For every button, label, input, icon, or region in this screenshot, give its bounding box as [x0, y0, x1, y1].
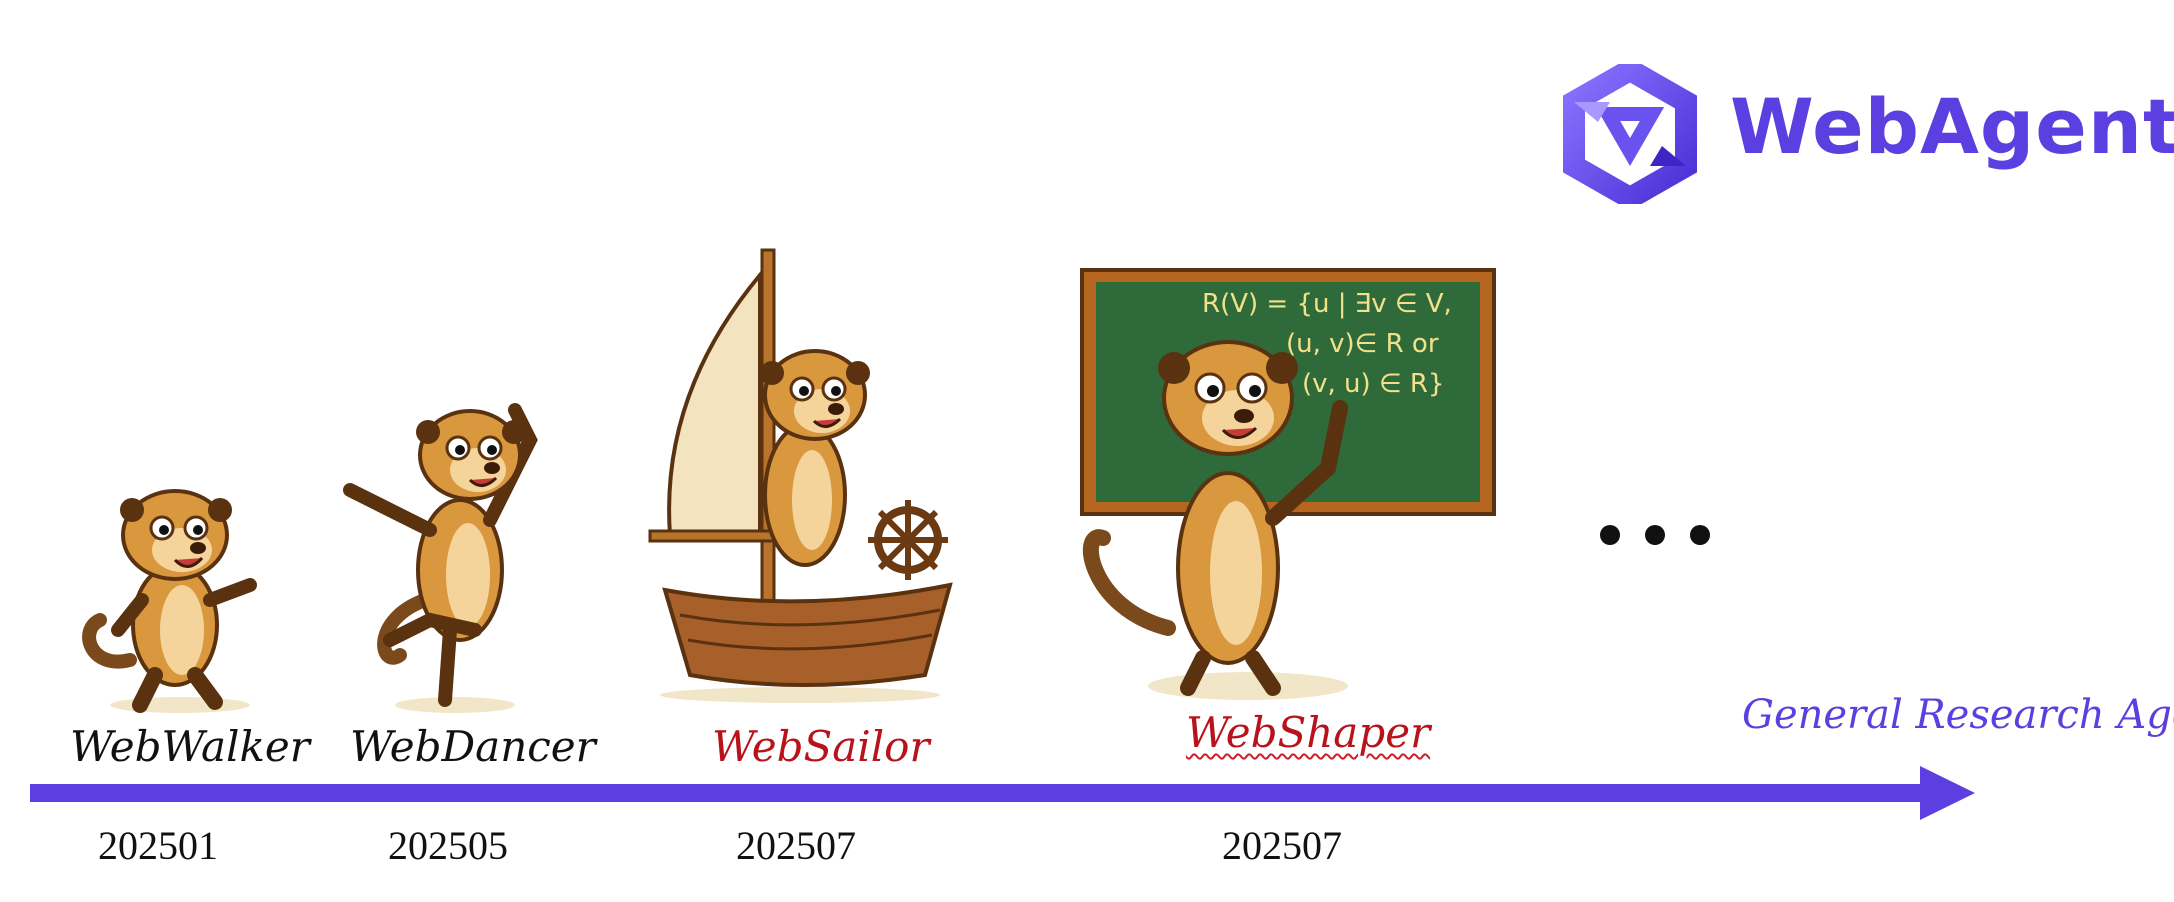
continuation-ellipsis-icon [1600, 525, 1710, 545]
milestone-date-webdancer: 202505 [388, 823, 508, 868]
milestone-name-websailor: WebSailor [712, 722, 930, 771]
meerkat-dancing-illustration [330, 370, 570, 715]
webagent-logo: WebAgent [1560, 60, 2174, 210]
timeline-arrow [30, 766, 1975, 820]
milestone-name-webdancer: WebDancer [350, 722, 596, 771]
milestone-date-webwalker: 202501 [98, 823, 218, 868]
milestone-name-webwalker: WebWalker [70, 722, 310, 771]
milestone-date-webshaper: 202507 [1222, 823, 1342, 868]
meerkat-on-sailboat-illustration [640, 245, 960, 705]
meerkat-walking-illustration [70, 450, 270, 715]
hexagon-triangle-logo-icon [1563, 64, 1697, 204]
goal-label: General Research Agent [1742, 692, 2174, 738]
milestone-name-webshaper: WebShaper [1186, 708, 1431, 757]
chalkboard-line-3: (v, u) ∈ R} [1302, 369, 1444, 399]
meerkat-at-chalkboard-illustration: R(V) = {u | ∃v ∈ V, (u, v)∈ R or (v, u) … [1078, 268, 1498, 708]
chalkboard-line-1: R(V) = {u | ∃v ∈ V, [1202, 289, 1452, 319]
milestone-date-websailor: 202507 [736, 823, 856, 868]
brand-name: WebAgent [1730, 82, 2174, 171]
chalkboard-line-2: (u, v)∈ R or [1286, 329, 1439, 359]
